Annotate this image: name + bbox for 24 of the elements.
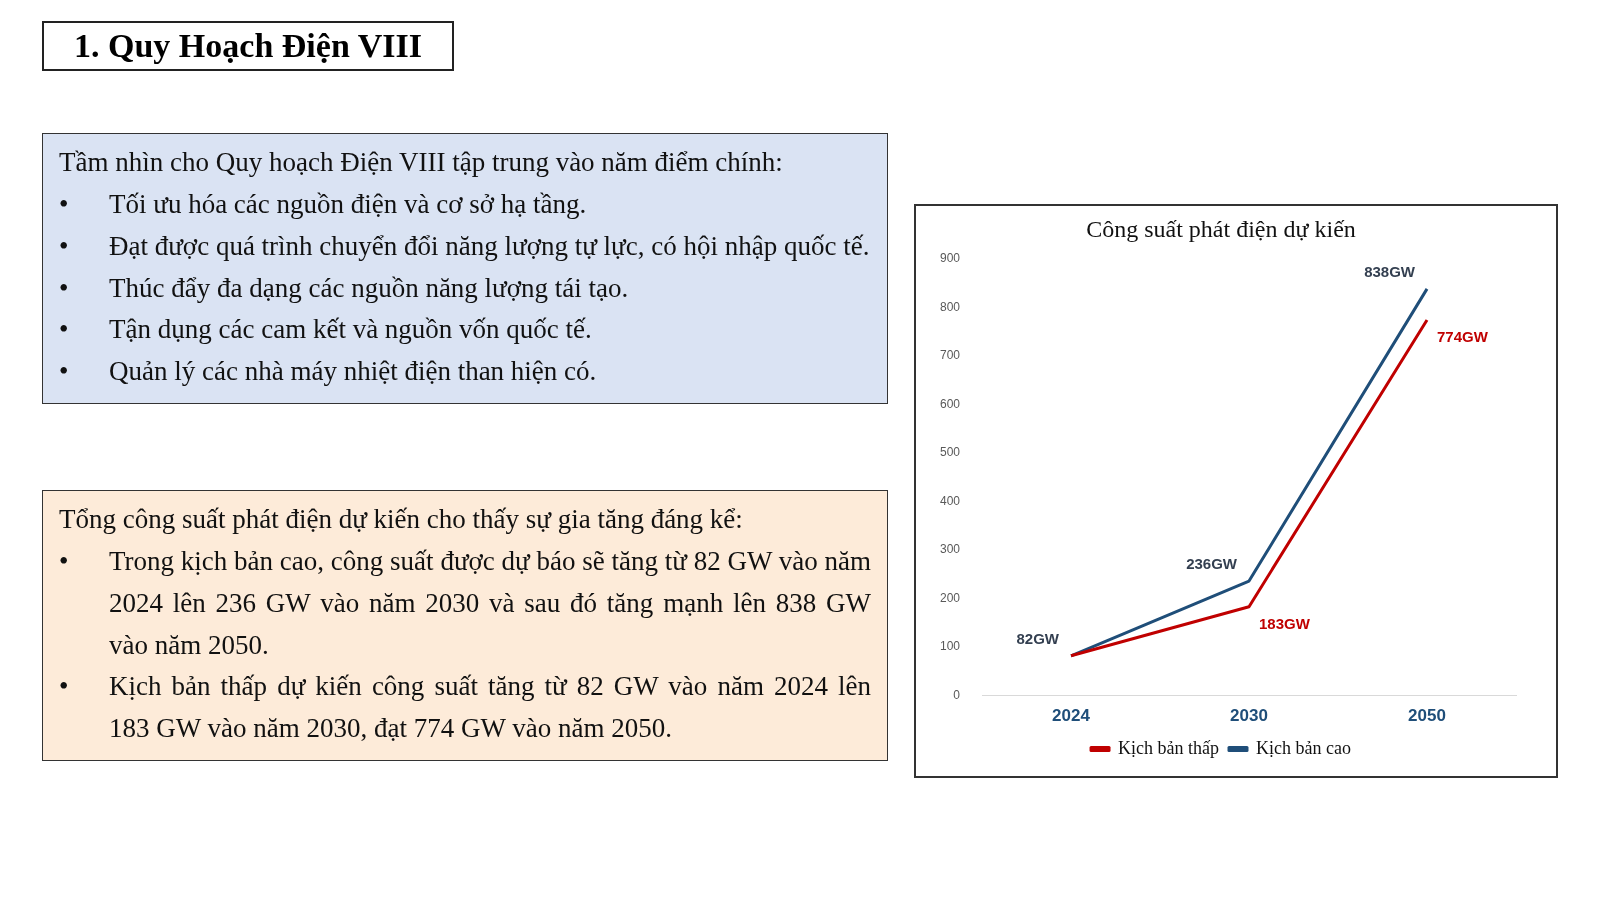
data-label: 774GW — [1437, 328, 1489, 346]
data-label: 236GW — [1186, 555, 1238, 573]
y-tick-label: 900 — [939, 251, 961, 266]
chart-title: Công suất phát điện dự kiến — [1086, 215, 1356, 242]
data-label: 183GW — [1259, 614, 1311, 632]
text: Tổng công suất phát điện dự kiến cho thấy sự gia tăng đáng kể: • Trong kịch bản cao, công suất được dự báo sẽ tăng từ 82 GW vào năm 2024 lên 236 GW vào năm 2030 và sau đó tăng mạnh lên 838 GW vào năm 2050. • Kịch bản thấp dự kiến công suất tăng từ 82 GW vào năm 2024 lên 183 GW vào năm 2030, đạt 774 GW vào năm 2050. — [59, 504, 871, 744]
text: 1. Quy Hoạch Điện VIII — [42, 21, 454, 71]
data-label: 82GW — [1016, 629, 1060, 647]
data-label: 838GW — [1364, 263, 1416, 281]
x-tick-label: 2024 — [1052, 706, 1091, 726]
y-tick-label: 800 — [939, 299, 961, 314]
y-tick-label: 400 — [939, 493, 961, 508]
x-tick-label: 2030 — [1230, 706, 1268, 726]
y-tick-label: 500 — [939, 445, 961, 460]
y-tick-label: 100 — [939, 639, 961, 654]
y-tick-label: 700 — [939, 348, 961, 363]
text: Tầm nhìn cho Quy hoạch Điện VIII tập trung vào năm điểm chính: • Tối ưu hóa các nguồn điện và cơ sở hạ tầng. • Đạt được quá trình chuyển đổi năng lượng tự lực, có hội nhập quốc tế. • Thúc đẩy đa dạng các nguồn năng lượng tái tạo. • Tận dụng các cam kết và nguồn vốn quốc tế. • Quản lý các nhà máy nhiệt điện than hiện có. — [59, 147, 870, 387]
legend-label: Kịch bản cao — [1256, 737, 1351, 758]
y-tick-label: 0 — [953, 687, 961, 702]
y-tick-label: 600 — [939, 396, 961, 411]
y-tick-label: 300 — [939, 542, 961, 557]
y-tick-label: 200 — [939, 590, 961, 605]
legend-label: Kịch bản thấp — [1118, 737, 1220, 758]
x-tick-label: 2050 — [1408, 706, 1446, 726]
